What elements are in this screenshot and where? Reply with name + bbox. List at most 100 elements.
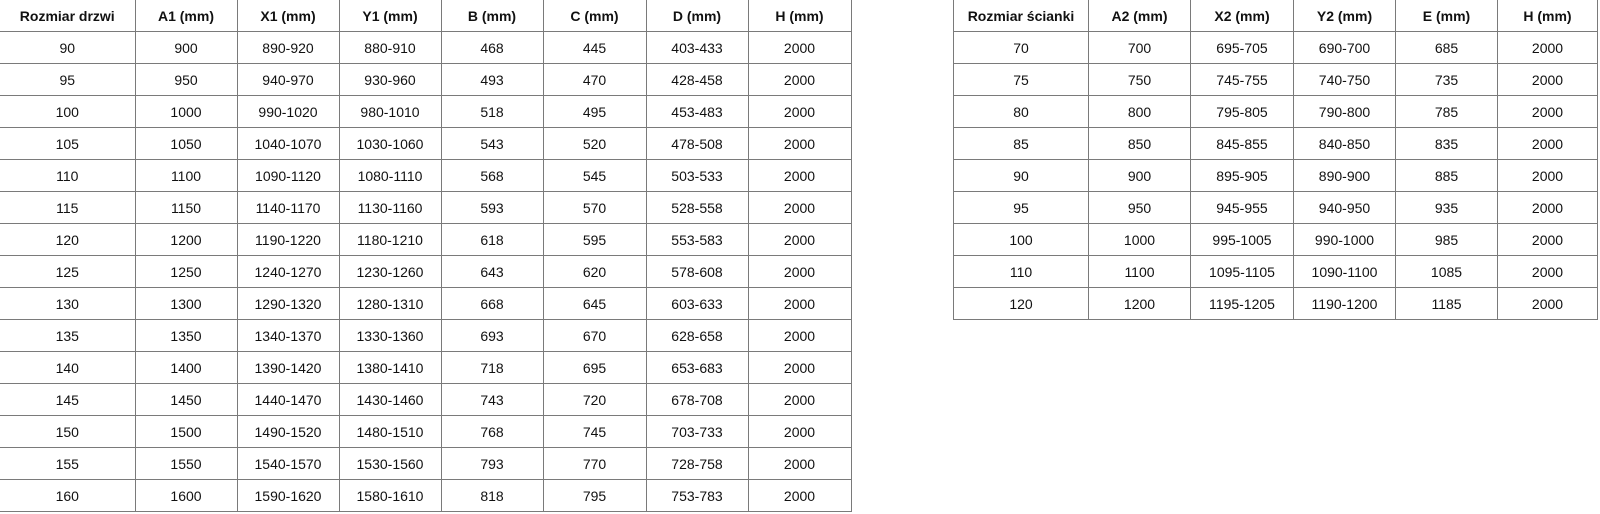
table-cell: 110 [0,159,136,192]
table-cell: 593 [440,191,544,224]
table-cell: 90 [953,159,1089,192]
table-cell: 720 [542,383,647,416]
table-cell: 95 [953,191,1089,224]
table-cell: 545 [542,159,647,192]
table-cell: 105 [0,127,136,160]
table-cell: 790-800 [1293,95,1396,128]
column-header: A1 (mm) [134,0,238,32]
table-cell: 2000 [747,255,852,288]
table-cell: 2000 [1497,255,1598,288]
table-cell: 1290-1320 [236,287,340,320]
table-cell: 900 [1088,159,1191,192]
table-cell: 1580-1610 [338,479,442,512]
table-cell: 2000 [1497,31,1598,64]
table-header-row: Rozmiar ścianki A2 (mm) X2 (mm) Y2 (mm) E (m… [953,0,1598,32]
table-cell: 620 [542,255,647,288]
table-cell: 2000 [747,95,852,128]
wall-size-table: Rozmiar ścianki A2 (mm) X2 (mm) Y2 (mm) E (m… [953,0,1598,320]
table-cell: 445 [542,31,647,64]
table-cell: 795 [542,479,647,512]
table-cell: 1180-1210 [338,223,442,256]
table-row: 100 1000 990-1020 980-1010 518 495 453-483 2000 [0,95,852,128]
table-cell: 2000 [747,351,852,384]
table-cell: 135 [0,319,136,352]
table-cell: 1100 [134,159,238,192]
table-cell: 703-733 [645,415,749,448]
column-header: E (mm) [1395,0,1498,32]
table-row: 70 700 695-705 690-700 685 2000 [953,31,1598,64]
table-cell: 100 [953,223,1089,256]
table-cell: 1085 [1395,255,1498,288]
table-cell: 695 [542,351,647,384]
table-cell: 900 [134,31,238,64]
table-cell: 1185 [1395,287,1498,320]
table-cell: 985 [1395,223,1498,256]
table-cell: 1200 [1088,287,1191,320]
table-cell: 1040-1070 [236,127,340,160]
table-cell: 1095-1105 [1190,255,1294,288]
column-header: X2 (mm) [1190,0,1294,32]
table-cell: 940-970 [236,63,340,96]
table-cell: 950 [1088,191,1191,224]
table-cell: 90 [0,31,136,64]
table-cell: 543 [440,127,544,160]
table-cell: 1430-1460 [338,383,442,416]
table-cell: 2000 [747,223,852,256]
table-cell: 1080-1110 [338,159,442,192]
column-header: Rozmiar drzwi [0,0,136,32]
table-cell: 753-783 [645,479,749,512]
table-cell: 120 [953,287,1089,320]
table-cell: 2000 [1497,159,1598,192]
table-cell: 793 [440,447,544,480]
table-cell: 670 [542,319,647,352]
table-row: 130 1300 1290-1320 1280-1310 668 645 603-633 20… [0,287,852,320]
table-cell: 2000 [1497,63,1598,96]
table-cell: 795-805 [1190,95,1294,128]
table-cell: 2000 [1497,223,1598,256]
table-cell: 518 [440,95,544,128]
table-cell: 770 [542,447,647,480]
table-cell: 890-920 [236,31,340,64]
table-cell: 1400 [134,351,238,384]
table-cell: 668 [440,287,544,320]
table-cell: 1530-1560 [338,447,442,480]
table-row: 85 850 845-855 840-850 835 2000 [953,127,1598,160]
table-cell: 700 [1088,31,1191,64]
table-cell: 2000 [1497,127,1598,160]
table-cell: 653-683 [645,351,749,384]
table-cell: 155 [0,447,136,480]
table-cell: 2000 [747,383,852,416]
table-cell: 100 [0,95,136,128]
table-row: 90 900 890-920 880-910 468 445 403-433 2000 [0,31,852,64]
table-cell: 2000 [747,127,852,160]
table-row: 160 1600 1590-1620 1580-1610 818 795 753-783 20… [0,479,852,512]
table-cell: 2000 [747,287,852,320]
table-row: 120 1200 1190-1220 1180-1210 618 595 553-583 20… [0,223,852,256]
table-cell: 1590-1620 [236,479,340,512]
column-header: H (mm) [1497,0,1598,32]
table-cell: 478-508 [645,127,749,160]
table-cell: 745 [542,415,647,448]
column-header: A2 (mm) [1088,0,1191,32]
table-cell: 745-755 [1190,63,1294,96]
table-cell: 890-900 [1293,159,1396,192]
table-cell: 2000 [747,319,852,352]
column-header: Y1 (mm) [338,0,442,32]
table-cell: 115 [0,191,136,224]
table-cell: 945-955 [1190,191,1294,224]
table-cell: 1130-1160 [338,191,442,224]
table-cell: 895-905 [1190,159,1294,192]
table-cell: 1090-1100 [1293,255,1396,288]
table-cell: 75 [953,63,1089,96]
table-cell: 85 [953,127,1089,160]
table-cell: 1280-1310 [338,287,442,320]
table-cell: 1200 [134,223,238,256]
table-cell: 1230-1260 [338,255,442,288]
table-row: 125 1250 1240-1270 1230-1260 643 620 578-608 20… [0,255,852,288]
table-cell: 495 [542,95,647,128]
table-cell: 690-700 [1293,31,1396,64]
table-cell: 1050 [134,127,238,160]
table-cell: 880-910 [338,31,442,64]
table-cell: 628-658 [645,319,749,352]
table-cell: 695-705 [1190,31,1294,64]
